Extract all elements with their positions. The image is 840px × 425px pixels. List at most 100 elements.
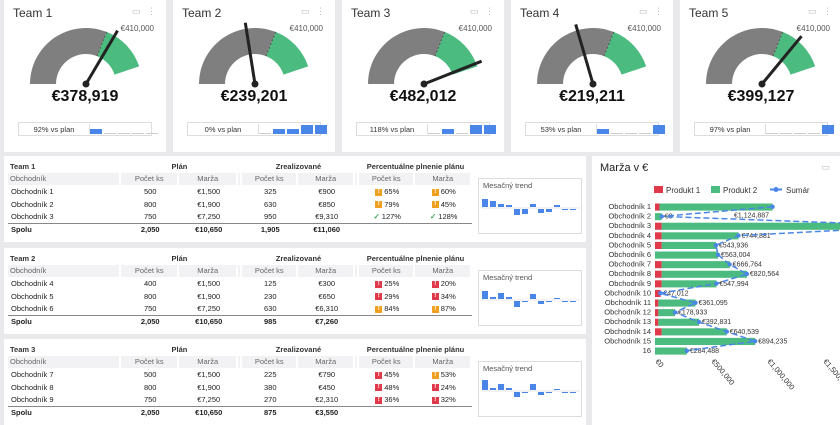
sparkline-bar — [259, 133, 271, 134]
sparkline-bar — [794, 133, 806, 134]
y-tick-label: Obchodník 10 — [604, 288, 651, 297]
sumar-point — [696, 319, 702, 325]
pct-ks-cell: ! 29% — [359, 290, 415, 303]
pct-marza-cell: ! 34% — [415, 290, 472, 303]
bar-produkt-1 — [655, 232, 662, 240]
table-row: Obchodník 7 500 €1,500 225 €790 ! 45% ! 53… — [8, 368, 472, 381]
bar-produkt-1 — [655, 318, 659, 326]
comment-icon[interactable]: ▭ ⋮ — [469, 6, 496, 16]
bar-produkt-2 — [661, 222, 840, 230]
gauge-chart — [706, 27, 816, 88]
bar-produkt-1 — [655, 241, 662, 249]
vs-plan-label: 0% vs plan — [204, 125, 242, 134]
table-row: Obchodník 3 750 €7,250 950 €9,310 ✓ 127% … — [8, 210, 472, 223]
gauge-green-arc — [266, 31, 309, 75]
gauge-plan-marker — [96, 31, 108, 57]
bar-produkt-1 — [655, 280, 662, 288]
y-tick-label: Obchodník 2 — [608, 212, 651, 221]
vs-plan-sparkline — [427, 124, 496, 134]
trend-bar — [562, 392, 568, 393]
trend-bar — [538, 301, 544, 304]
team-table: Team 2 Plán Zrealizované Percentuálne pl… — [8, 252, 472, 328]
pct-ks-cell: ✓ 127% — [373, 212, 401, 222]
bar-produkt-1 — [655, 289, 661, 297]
trend-bar — [530, 204, 536, 207]
table-sum-row: Spolu 2,050 €10,650 985 €7,260 — [8, 314, 472, 328]
kpi-title: Team 1 — [13, 6, 53, 20]
trend-bar — [482, 380, 488, 390]
sumar-point — [736, 233, 741, 238]
y-tick-label: Obchodník 3 — [608, 221, 651, 230]
gauge-needle — [574, 24, 595, 85]
x-tick-label: €0 — [653, 357, 665, 369]
sparkline-bar — [611, 133, 623, 134]
realized-header: Zrealizované — [275, 161, 322, 171]
sparkline-bar — [132, 133, 144, 134]
comment-icon[interactable]: ▭ ⋮ — [300, 6, 327, 16]
sparkline-bar — [104, 133, 116, 134]
pct-header: Percentuálne plnenie plánu — [366, 161, 465, 171]
table-sum-row: Spolu 2,050 €10,650 1,905 €11,060 — [8, 222, 472, 236]
check-icon: ✓ — [373, 212, 380, 222]
pct-marza-cell: ! 45% — [415, 198, 472, 211]
gauge-max-label: €410,000 — [627, 24, 661, 33]
legend-swatch — [711, 186, 720, 193]
vs-plan-sparkline — [596, 124, 665, 134]
trend-bar — [554, 389, 560, 390]
gauge-max-label: €410,000 — [120, 24, 154, 33]
pct-ks-cell: ! 48% — [359, 381, 415, 394]
data-label: €284,488 — [690, 348, 719, 355]
bar-produkt-2 — [655, 213, 662, 221]
bar-produkt-2 — [661, 232, 739, 240]
legend-marker — [773, 187, 779, 192]
bar-produkt-2 — [661, 270, 747, 278]
trend-bar — [490, 297, 496, 299]
comment-icon[interactable]: ▭ ⋮ — [131, 6, 158, 16]
gauge-chart — [537, 24, 647, 88]
sparkline-bar — [653, 125, 665, 134]
trend-bar — [570, 301, 576, 302]
sumar-point — [659, 214, 664, 219]
sparkline-bar — [273, 129, 285, 134]
trend-bar — [554, 205, 560, 207]
trend-bar — [522, 392, 528, 393]
warning-icon: ! — [431, 201, 439, 209]
y-tick-label: Obchodník 12 — [604, 308, 651, 317]
bar-produkt-2 — [661, 261, 730, 269]
kpi-card-team-5: Team 5 ▭ ⋮ €410,000 €399,127 97% vs plan — [680, 0, 840, 152]
vs-plan-label: 97% vs plan — [709, 125, 751, 134]
warning-icon: ! — [431, 371, 439, 379]
vs-plan-sparkline — [258, 124, 327, 134]
comment-icon[interactable]: ▭ ⋮ — [807, 6, 834, 16]
gauge-chart — [30, 27, 140, 88]
trend-sparkline — [482, 380, 580, 397]
trend-sparkline — [482, 291, 580, 307]
data-label: €640,539 — [730, 329, 759, 336]
sparkline-bar — [90, 129, 102, 134]
sparkline-bar — [766, 133, 778, 134]
gauge-gray-arc — [30, 27, 107, 84]
y-tick-label: Obchodník 14 — [604, 327, 651, 336]
table-row: Obchodník 4 400 €1,500 125 €300 ! 25% ! 20… — [8, 277, 472, 290]
sparkline-bar — [780, 133, 792, 134]
gauge-green-arc — [435, 31, 478, 75]
y-tick-label: 16 — [643, 346, 651, 355]
bar-produkt-1 — [655, 299, 659, 307]
data-label: €666,764 — [733, 262, 762, 269]
vs-plan-label: 92% vs plan — [33, 125, 75, 134]
comment-icon[interactable]: ▭ — [821, 162, 830, 172]
y-tick-label: Obchodník 15 — [604, 336, 651, 345]
gauge-max-label: €410,000 — [458, 24, 492, 33]
comment-icon[interactable]: ▭ ⋮ — [638, 6, 665, 16]
kpi-value: €219,211 — [559, 88, 625, 105]
pct-ks-cell: ! 36% — [359, 393, 415, 406]
legend-label: Produkt 1 — [666, 186, 701, 195]
vs-plan-sparkline — [765, 124, 834, 134]
gauge-needle-hub — [758, 80, 766, 88]
bar-produkt-1 — [655, 261, 662, 269]
bar-produkt-2 — [658, 299, 696, 307]
trend-bar — [538, 209, 544, 213]
table-sum-row: Spolu 2,050 €10,650 875 €3,550 — [8, 405, 472, 419]
sumar-line — [660, 206, 840, 352]
